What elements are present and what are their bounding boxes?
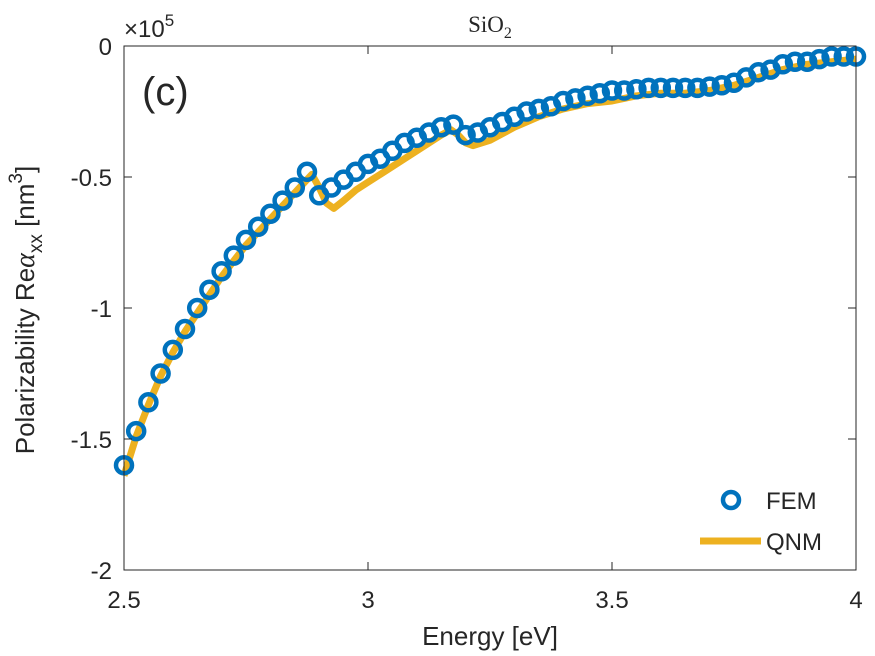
fem-point — [687, 77, 708, 99]
fem-point — [821, 46, 842, 67]
fem-point — [784, 51, 806, 72]
y-axis-label-part: [nm — [10, 184, 40, 235]
fem-point — [247, 216, 269, 238]
fem-point — [211, 261, 232, 282]
chart-title-text: SiO — [468, 12, 504, 37]
y-axis-label-part: ] — [10, 166, 40, 173]
fem-point — [833, 46, 855, 67]
qnm-series-line — [120, 55, 857, 477]
fem-point — [650, 77, 672, 99]
y-exponent-label: ×105 — [124, 11, 174, 43]
fem-point — [748, 61, 769, 83]
plot-area — [124, 46, 856, 570]
fem-point — [674, 77, 696, 99]
fem-point — [552, 90, 574, 112]
x-tick-label: 3.5 — [595, 587, 628, 614]
fem-point — [626, 78, 647, 100]
fem-point — [186, 297, 208, 319]
x-tick-label: 3 — [361, 587, 374, 614]
y-tick-label: -1.5 — [71, 427, 112, 454]
fem-point — [455, 124, 476, 146]
fem-point — [150, 363, 171, 384]
fem-point — [711, 75, 733, 96]
panel-label: (c) — [142, 70, 189, 114]
fem-point — [577, 85, 598, 107]
y-tick-label: -1 — [91, 296, 112, 323]
fem-point — [638, 77, 659, 99]
y-exponent-prefix: ×10 — [124, 16, 165, 43]
fem-point — [174, 318, 196, 340]
fem-point — [125, 420, 147, 442]
fem-point — [443, 114, 464, 135]
fem-point — [235, 229, 257, 251]
fem-point — [296, 161, 318, 183]
data-marks — [113, 46, 867, 477]
fem-point — [796, 51, 818, 72]
y-axis-label-part: Polarizability Re — [10, 268, 40, 454]
fem-point — [613, 80, 635, 101]
fem-point — [809, 48, 830, 70]
fem-point — [516, 101, 537, 122]
y-tick-label: -2 — [91, 558, 112, 585]
fem-point — [272, 190, 293, 211]
legend-fem-marker — [720, 489, 742, 511]
legend-fem-label: FEM — [766, 488, 817, 515]
fem-point — [223, 245, 245, 266]
chart-title-subscript: 2 — [504, 25, 512, 42]
fem-point — [565, 88, 586, 109]
legend: FEM QNM — [700, 488, 822, 556]
x-tick-label: 4 — [849, 587, 862, 614]
y-axis-label-subscript: xx — [26, 234, 47, 254]
chart-title: SiO2 — [468, 12, 512, 42]
fem-point — [589, 82, 611, 104]
y-exponent-power: 5 — [165, 11, 174, 30]
fem-point — [430, 116, 452, 138]
y-tick-label: 0 — [99, 34, 112, 61]
legend-qnm-label: QNM — [766, 529, 822, 556]
fem-point — [138, 392, 159, 413]
fem-point — [284, 177, 306, 198]
fem-point — [662, 77, 684, 99]
y-axis-label-superscript: 3 — [6, 173, 27, 184]
fem-point — [528, 98, 550, 120]
y-axis-label: Polarizability Reαxx [nm3] — [6, 166, 47, 455]
fem-point — [162, 339, 184, 361]
fem-point — [772, 54, 794, 75]
x-axis-label: Energy [eV] — [422, 621, 558, 651]
fem-point — [199, 279, 220, 300]
x-tick-label: 2.5 — [107, 587, 140, 614]
y-axis-label-alpha: α — [10, 252, 41, 268]
y-tick-label: -0.5 — [71, 165, 112, 192]
fem-point — [601, 80, 623, 101]
fem-point — [260, 203, 281, 224]
axis-ticks: 2.5 3 3.5 4 0 -0.5 -1 -1.5 -2 — [71, 34, 863, 614]
fem-point — [699, 76, 720, 97]
